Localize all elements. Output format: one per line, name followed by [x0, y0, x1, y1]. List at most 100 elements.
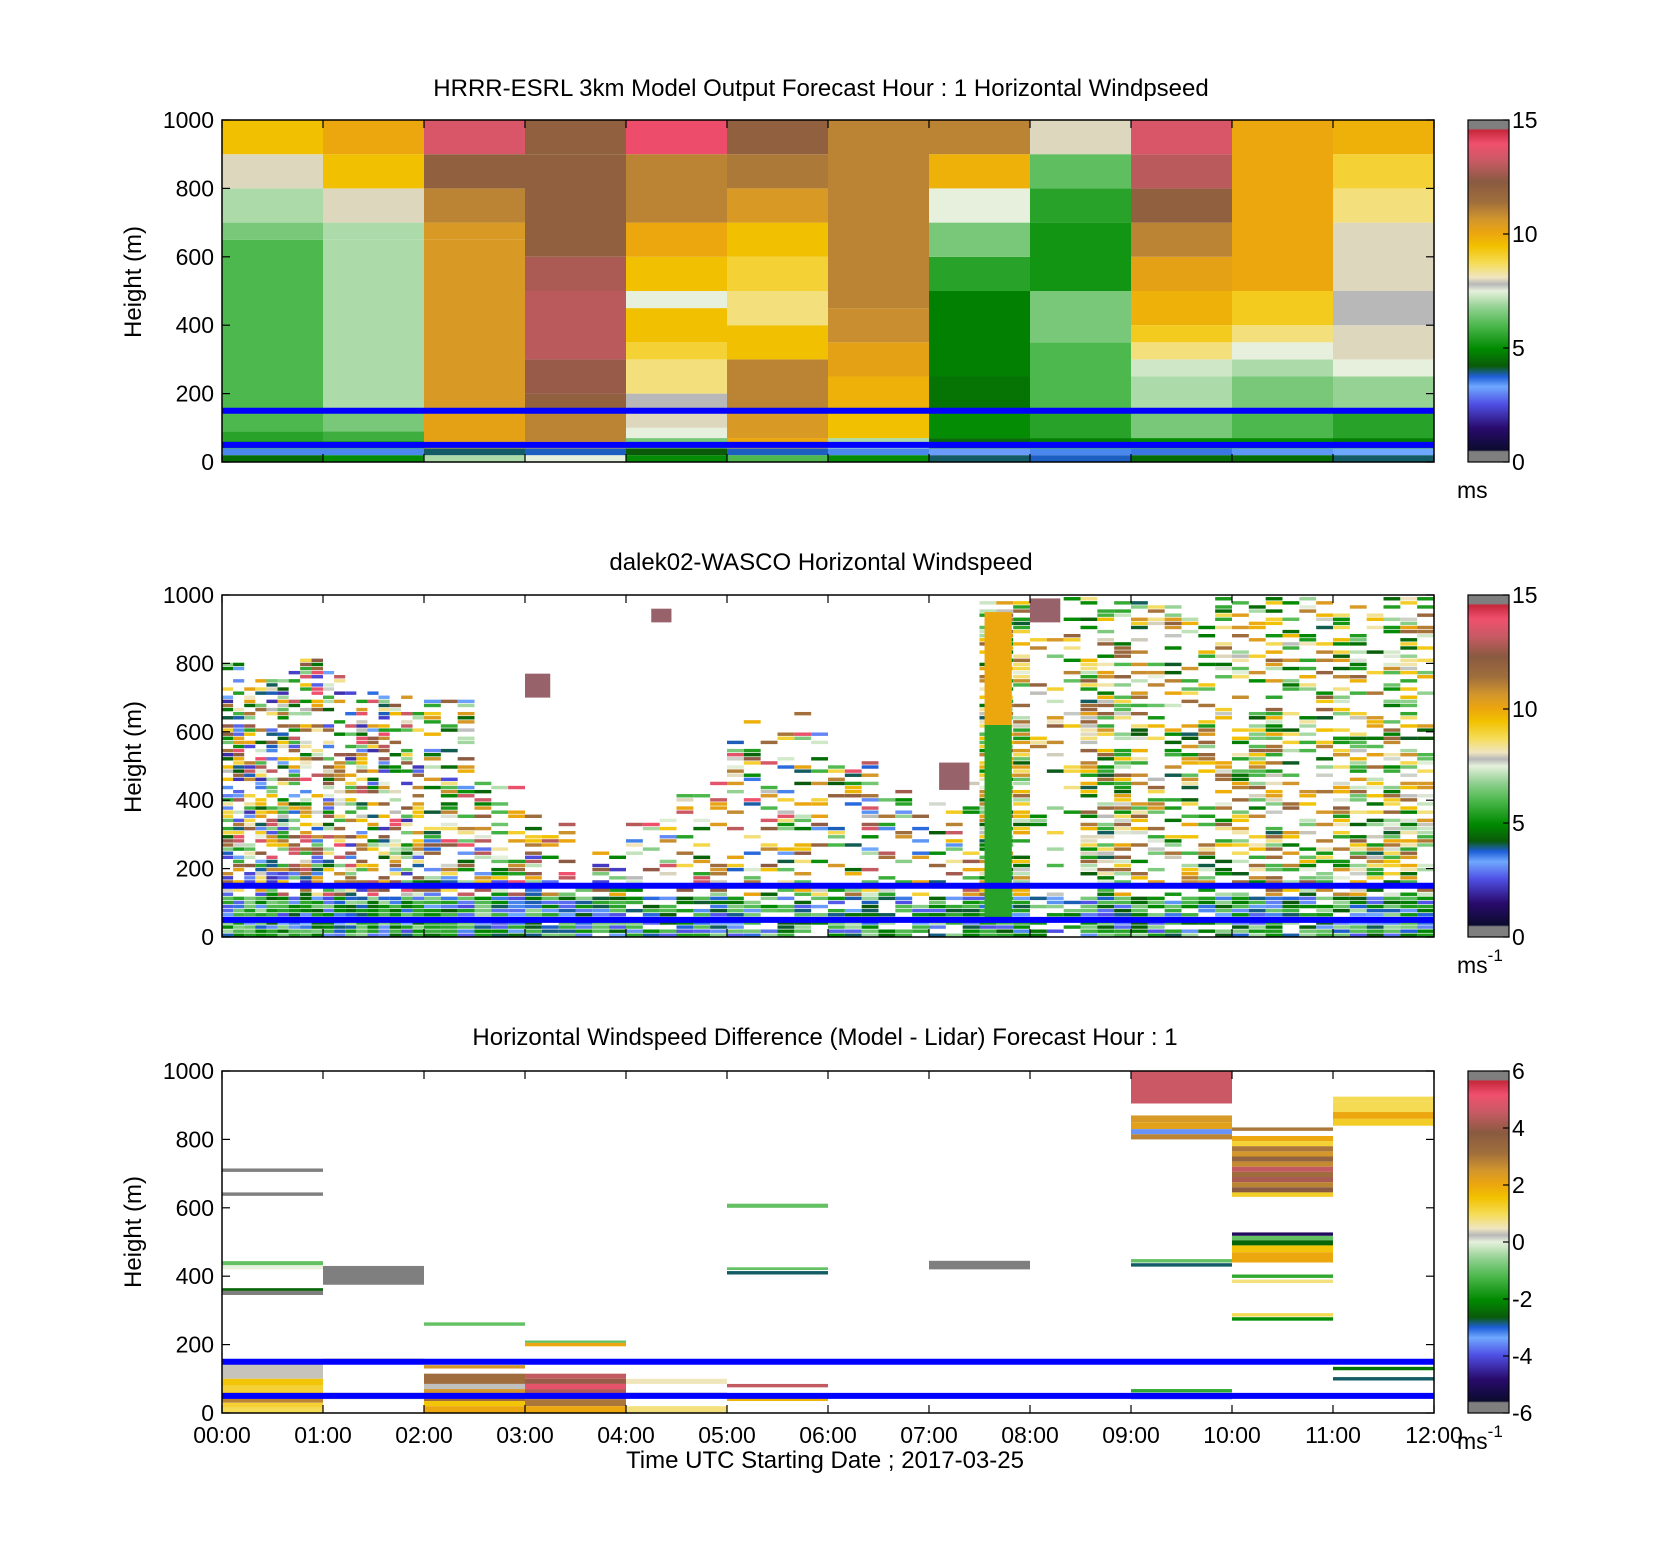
lidar-gate [861, 892, 879, 896]
lidar-gate [1013, 802, 1030, 806]
lidar-gate [1400, 810, 1418, 814]
lidar-gate [929, 863, 946, 868]
lidar-gate [334, 843, 346, 847]
lidar-gate [794, 921, 812, 925]
lidar-gate [811, 757, 828, 761]
lidar-gate [1198, 880, 1216, 884]
lidar-gate [777, 859, 795, 864]
lidar-gate [1198, 814, 1216, 818]
lidar-gate [508, 900, 525, 905]
lidar-gate [1080, 863, 1098, 868]
lidar-gate [1333, 687, 1350, 691]
lidar-gate [794, 872, 812, 876]
lidar-gate [1349, 761, 1367, 765]
lidar-gate [424, 777, 441, 782]
lidar-gate [1198, 908, 1216, 913]
lidar-gate [1400, 748, 1418, 753]
lidar-gate [311, 880, 323, 884]
lidar-gate [311, 707, 323, 712]
difference-cell [727, 1397, 828, 1402]
lidar-gate [440, 826, 458, 831]
lidar-gate [626, 925, 643, 929]
x-tick-label: 11:00 [1305, 1422, 1361, 1448]
lidar-gate [1366, 650, 1384, 654]
lidar-gate [945, 896, 963, 901]
lidar-gate [525, 851, 542, 855]
lidar-gate [233, 896, 245, 901]
lidar-gate [1063, 765, 1081, 769]
lidar-gate [288, 826, 301, 831]
lidar-gate [1147, 716, 1165, 720]
lidar-gate [1248, 880, 1266, 884]
lidar-gate [642, 921, 660, 925]
lidar-gate [1265, 773, 1283, 777]
lidar-gate [1366, 720, 1384, 724]
lidar-gate [1265, 929, 1283, 933]
lidar-gate [1383, 880, 1401, 884]
lidar-gate [457, 728, 475, 732]
lidar-gate [311, 839, 323, 843]
lidar-gate [760, 794, 778, 798]
lidar-gate [878, 855, 896, 860]
lidar-gate [1232, 872, 1249, 876]
lidar-gate [626, 888, 643, 892]
lidar-gate [1417, 757, 1434, 761]
lidar-gate [491, 913, 509, 917]
lidar-gate [378, 900, 390, 905]
lidar-gate [233, 810, 245, 814]
lidar-gate [378, 880, 390, 884]
lidar-gate [1147, 798, 1165, 802]
lidar-gate [1131, 933, 1148, 937]
lidar-gate [311, 925, 323, 929]
lidar-gate [277, 814, 289, 818]
lidar-gate [1417, 691, 1434, 695]
lidar-gate [1080, 679, 1098, 683]
lidar-gate [233, 908, 245, 913]
lidar-gate [389, 839, 402, 843]
colorbar-tick-label: 6 [1512, 1058, 1525, 1084]
lidar-gate [300, 921, 312, 925]
lidar-gate [491, 872, 509, 876]
lidar-gate [266, 806, 278, 810]
lidar-gate [424, 748, 441, 753]
model-cell [1131, 455, 1232, 462]
lidar-gate [1248, 876, 1266, 880]
lidar-gate [760, 904, 778, 909]
lidar-gate [1349, 777, 1367, 782]
lidar-gate [727, 810, 744, 814]
lidar-gate [1265, 908, 1283, 913]
model-cell [626, 393, 727, 411]
lidar-gate [1299, 683, 1317, 687]
lidar-gate [389, 896, 402, 901]
lidar-gate [1114, 646, 1131, 650]
y-tick-label: 0 [201, 1400, 214, 1426]
lidar-gate [1013, 863, 1030, 868]
difference-cell [424, 1389, 525, 1395]
difference-cell [222, 1265, 323, 1270]
lidar-gate [727, 929, 744, 933]
lidar-gate [1383, 740, 1401, 745]
lidar-gate [929, 933, 946, 937]
lidar-gate [1147, 913, 1165, 917]
lidar-gate [300, 802, 312, 806]
lidar-gate [288, 736, 301, 741]
lidar-gate [378, 732, 390, 736]
lidar-gate [1366, 888, 1384, 892]
lidar-gate [378, 728, 390, 732]
lidar-gate [1248, 716, 1266, 720]
lidar-gate [244, 818, 256, 823]
lidar-gate [609, 867, 626, 872]
lidar-gate [743, 880, 761, 884]
lidar-gate [777, 736, 795, 741]
lidar-gate [288, 773, 301, 777]
lidar-gate [367, 921, 379, 925]
lidar-gate [1349, 810, 1367, 814]
lidar-gate [474, 921, 492, 925]
lidar-gate [233, 835, 245, 839]
lidar-gate [1131, 900, 1148, 905]
lidar-gate [233, 773, 245, 777]
lidar-gate [356, 925, 368, 929]
lidar-gate [1097, 896, 1115, 901]
lidar-gate [424, 839, 441, 843]
lidar-gate [945, 843, 963, 847]
